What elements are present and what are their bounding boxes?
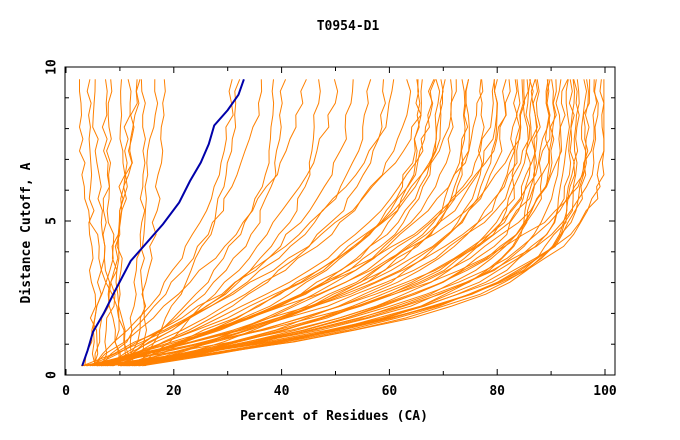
- series-line: [103, 79, 412, 367]
- y-axis-label: Distance Cutoff, A: [19, 162, 34, 303]
- series-line: [85, 79, 526, 367]
- chart-title: T0954-D1: [317, 19, 380, 34]
- series-line: [100, 79, 132, 367]
- series-line: [84, 79, 141, 366]
- x-tick-label: 100: [593, 384, 617, 399]
- series-line: [120, 79, 590, 367]
- series-line: [101, 79, 263, 367]
- series-line: [126, 79, 599, 367]
- series-line: [83, 79, 507, 367]
- series-lines: [78, 78, 605, 367]
- series-line: [130, 79, 166, 366]
- y-tick-label: 0: [45, 371, 60, 379]
- series-line: [131, 79, 575, 367]
- series-line: [140, 79, 495, 367]
- series-line: [144, 79, 484, 367]
- series-line: [131, 79, 457, 367]
- series-line: [89, 79, 551, 367]
- y-tick-label: 5: [45, 217, 60, 225]
- x-tick-label: 60: [382, 384, 398, 399]
- highlight-series-line: [81, 78, 245, 367]
- x-tick-label: 0: [62, 384, 70, 399]
- series-line: [119, 79, 386, 367]
- series-line: [94, 79, 435, 367]
- series-line: [138, 79, 605, 367]
- y-tick-label: 10: [45, 59, 60, 75]
- series-line: [82, 79, 423, 367]
- series-line: [86, 79, 99, 366]
- series-line: [128, 79, 529, 367]
- series-line: [124, 79, 421, 367]
- series-line: [93, 79, 307, 367]
- series-line: [81, 79, 534, 367]
- series-line: [91, 79, 499, 367]
- series-line: [112, 79, 275, 367]
- series-line: [139, 79, 148, 366]
- series-line: [109, 79, 576, 367]
- series-line: [93, 79, 395, 367]
- axis-ticks: 0 20 40 60 80 100 0 5 10: [45, 59, 617, 399]
- series-line: [97, 79, 531, 367]
- series-line: [89, 79, 372, 367]
- series-line: [135, 79, 569, 367]
- series-line: [92, 79, 121, 366]
- series-line: [107, 79, 511, 367]
- series-line: [112, 79, 446, 367]
- series-line: [139, 79, 485, 367]
- series-line: [123, 79, 159, 367]
- series-line: [98, 79, 570, 367]
- series-line: [136, 79, 241, 367]
- series-line: [101, 79, 127, 366]
- series-line: [103, 79, 422, 367]
- series-line: [105, 79, 436, 367]
- series-line: [93, 79, 234, 367]
- x-tick-label: 40: [274, 384, 290, 399]
- x-axis-label: Percent of Residues (CA): [240, 409, 428, 424]
- series-line: [96, 79, 454, 367]
- series-line: [106, 79, 605, 367]
- series-line: [107, 79, 287, 367]
- series-line: [100, 79, 591, 367]
- series-line: [133, 79, 556, 367]
- series-line: [129, 79, 580, 367]
- x-tick-label: 20: [166, 384, 182, 399]
- series-line: [81, 79, 598, 367]
- series-line: [135, 79, 498, 367]
- series-line: [123, 79, 588, 367]
- series-line: [125, 79, 550, 367]
- series-line: [86, 79, 466, 367]
- series-line: [127, 79, 580, 367]
- series-line: [139, 79, 551, 367]
- x-tick-label: 80: [489, 384, 505, 399]
